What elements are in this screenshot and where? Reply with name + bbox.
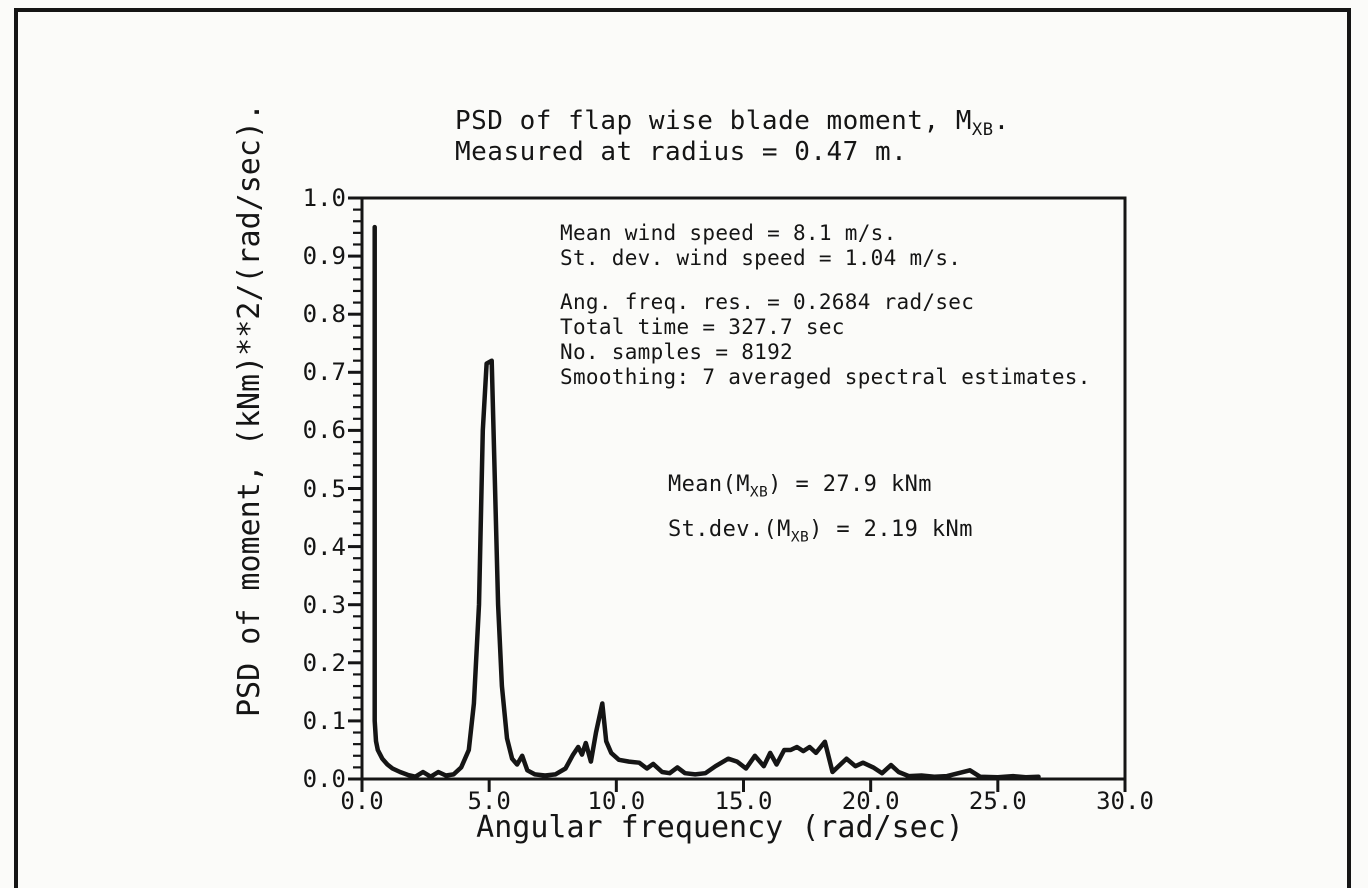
chart-title: PSD of flap wise blade moment, MXB. Meas… (455, 106, 1010, 168)
x-tick-label: 10.0 (587, 787, 646, 815)
x-tick-label: 25.0 (968, 787, 1027, 815)
annotation-line: Mean wind speed = 8.1 m/s. (560, 221, 897, 245)
chart-title-line-1: PSD of flap wise blade moment, MXB. (455, 106, 1010, 141)
moment-stdev-annotation: St.dev.(MXB) = 2.19 kNm (668, 517, 973, 546)
y-tick-label: 0.3 (302, 590, 346, 619)
title-subscript: XB (971, 120, 994, 141)
y-tick-label: 0.7 (302, 358, 346, 387)
wind-stats-annotation: Mean wind speed = 8.1 m/s. St. dev. wind … (560, 221, 961, 271)
y-tick-label: 0.0 (302, 765, 346, 793)
y-tick-label: 0.8 (302, 300, 346, 329)
title-period: . (993, 106, 1010, 136)
moment-mean-annotation: Mean(MXB) = 27.9 kNm (668, 472, 932, 501)
y-tick-label: 1.0 (302, 184, 346, 212)
annotation-line: St. dev. wind speed = 1.04 m/s. (560, 246, 962, 270)
y-tick-label: 0.6 (302, 416, 346, 445)
stdev-label: St.dev.(M (668, 517, 791, 542)
y-tick-label: 0.9 (302, 242, 346, 271)
y-axis-title: PSD of moment, (kNm)**2/(rad/sec). (232, 102, 267, 718)
title-text: PSD of flap wise blade moment, M (455, 106, 972, 136)
stdev-subscript: XB (790, 529, 810, 546)
mean-value: ) = 27.9 kNm (768, 472, 932, 497)
annotation-line: Total time = 327.7 sec (560, 315, 845, 339)
mean-subscript: XB (749, 484, 769, 501)
x-axis-title: Angular frequency (rad/sec) (476, 810, 964, 845)
x-tick-label: 15.0 (714, 787, 773, 815)
y-tick-label: 0.5 (302, 474, 346, 503)
psd-curve (372, 224, 1041, 780)
x-tick-label: 30.0 (1096, 787, 1154, 815)
x-tick-label: 0.0 (340, 787, 384, 815)
annotation-line: No. samples = 8192 (560, 340, 793, 364)
y-tick-label: 0.1 (302, 706, 346, 735)
processing-annotation: Ang. freq. res. = 0.2684 rad/sec Total ti… (560, 290, 1091, 390)
stdev-value: ) = 2.19 kNm (809, 517, 973, 542)
y-tick-label: 0.2 (302, 648, 346, 677)
mean-label: Mean(M (668, 472, 750, 497)
figure-border-frame (14, 8, 1351, 888)
chart-title-line-2: Measured at radius = 0.47 m. (455, 137, 908, 167)
y-tick-label: 0.4 (302, 532, 346, 561)
annotation-line: Ang. freq. res. = 0.2684 rad/sec (560, 290, 975, 314)
x-tick-label: 20.0 (841, 787, 900, 815)
x-tick-label: 5.0 (467, 787, 511, 815)
annotation-line: Smoothing: 7 averaged spectral estimates… (560, 365, 1091, 389)
